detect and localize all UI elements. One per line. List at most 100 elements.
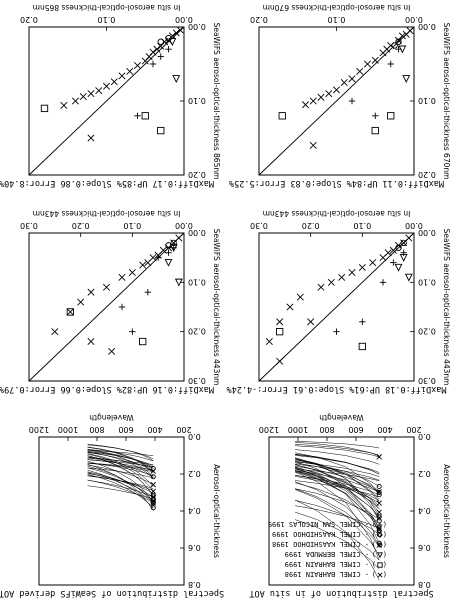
circle-marker — [395, 244, 402, 251]
x-tick-label: 0.00 — [175, 221, 193, 230]
spectrum-line — [87, 459, 154, 472]
x-marker — [286, 303, 294, 311]
y-tick-label: 0.8 — [418, 580, 431, 589]
x-tick-label: 200 — [176, 425, 191, 434]
x-marker — [348, 268, 356, 276]
x-axis-title: In situ aerosol-optical-thickness 443nm — [33, 209, 181, 218]
spectrum-line — [87, 463, 154, 473]
one-to-one-line — [258, 232, 415, 382]
y-tick-label: 0.10 — [188, 96, 206, 105]
x-marker — [95, 87, 103, 95]
spectrum-line — [295, 457, 380, 522]
panel-title: MaxDiff:0.17 UP:85% Slope:0.86 Error:8.4… — [0, 178, 214, 188]
circle-marker — [157, 38, 164, 45]
x-tick-label: 400 — [147, 425, 162, 434]
x-marker — [356, 67, 364, 75]
scatter-panel: 0.00 0.10 0.20 0.30 0.00 0.10 0.20 0.30 In situ … — [0, 209, 221, 394]
circle-marker — [165, 242, 172, 249]
y-axis-title: SeaWiFS aerosol-optical-thickness 443nm — [442, 229, 451, 386]
y-tick-label: 0.30 — [418, 376, 436, 385]
spectrum-line — [295, 459, 380, 494]
x-marker — [376, 454, 382, 460]
circle-marker — [150, 499, 156, 505]
spectrum-line — [87, 460, 154, 503]
spectrum-line — [87, 449, 154, 462]
square-marker — [141, 112, 149, 120]
spectrum-line — [295, 458, 380, 500]
spectrum-line — [295, 488, 380, 520]
square-marker — [278, 112, 286, 120]
spectrum-line — [87, 467, 154, 479]
x-tick-label: 0.30 — [250, 221, 268, 230]
x-marker — [87, 90, 95, 98]
x-tick-label: 400 — [377, 425, 392, 434]
x-axis-title: In situ aerosol-optical-thickness 443nm — [263, 209, 411, 218]
spectra-panel: 200 400 600 800 1000 1200 0.0 0.2 0.4 0.6 0.8 Wavel… — [249, 413, 451, 598]
panel-title: Spectral distribution of SeaWiFS derived… — [0, 588, 224, 598]
x-marker — [118, 273, 126, 281]
x-marker — [141, 57, 149, 65]
x-tick-label: 0.20 — [72, 221, 90, 230]
legend-marker-close: ) — [372, 520, 376, 528]
x-axis-title: Wavelength — [89, 413, 134, 422]
x-marker — [317, 93, 325, 101]
spectrum-line — [295, 467, 380, 544]
spectrum-line — [295, 488, 380, 547]
x-marker — [358, 264, 366, 272]
spectrum-line — [295, 455, 380, 473]
y-tick-label: 0.10 — [188, 277, 206, 286]
x-marker — [402, 30, 410, 38]
spectrum-line — [87, 475, 154, 491]
one-to-one-line — [28, 232, 185, 382]
x-marker — [376, 515, 382, 521]
panel-title: MaxDiff:0.11 UP:84% Slope:0.83 Error:5.2… — [229, 178, 444, 188]
circle-marker — [376, 518, 382, 524]
circle-marker — [170, 239, 177, 247]
triangle-marker — [398, 45, 407, 54]
circle-marker — [165, 34, 172, 42]
y-tick-label: 0.8 — [188, 580, 201, 589]
spectrum-line — [87, 449, 154, 477]
x-axis-title: In situ aerosol-optical-thickness 865nm — [33, 3, 181, 12]
x-marker — [144, 259, 152, 267]
x-marker — [172, 29, 180, 37]
y-axis-title: Aerosol-optical-thickness — [212, 464, 221, 558]
square-marker — [40, 104, 49, 113]
y-tick-label: 0.0 — [188, 432, 201, 441]
spectrum-line — [87, 463, 154, 511]
spectrum-line — [87, 451, 154, 479]
y-tick-label: 0.2 — [418, 469, 431, 478]
legend-label: - CIMEL KAASHIDHOO 1998 — [272, 540, 369, 548]
one-to-one-line — [28, 26, 185, 176]
y-tick-label: 0.20 — [188, 327, 206, 336]
x-marker — [110, 78, 118, 86]
spectrum-line — [87, 444, 154, 460]
y-tick-label: 0.00 — [418, 22, 436, 31]
spectrum-line — [295, 449, 380, 465]
y-tick-label: 0.6 — [188, 543, 201, 552]
x-tick-label: 0.30 — [20, 221, 38, 230]
legend-label: - CIMEL BERMUDA 1999 — [285, 550, 369, 558]
x-marker — [153, 45, 161, 53]
x-marker — [317, 283, 325, 291]
x-marker — [176, 26, 184, 34]
y-tick-label: 0.4 — [188, 506, 201, 515]
spectrum-line — [295, 482, 380, 524]
panels-layer: 0.00 0.10 0.20 0.00 0.10 0.20 In situ aerosol-… — [0, 3, 451, 598]
triangle-marker — [172, 75, 181, 84]
spectrum-line — [295, 476, 380, 504]
square-marker — [139, 337, 147, 346]
square-marker — [276, 328, 284, 336]
panel-title: MaxDiff:0.18 UP:61% Slope:0.61 Error:-4.… — [226, 384, 446, 394]
x-marker — [79, 93, 87, 101]
x-marker — [379, 49, 387, 57]
x-marker — [60, 101, 68, 109]
circle-marker — [376, 483, 382, 489]
x-marker — [71, 97, 80, 105]
triangle-marker — [169, 244, 178, 253]
x-marker — [332, 86, 341, 94]
x-marker — [340, 78, 348, 87]
x-marker — [150, 481, 156, 488]
spectrum-line — [87, 462, 154, 471]
spectrum-line — [87, 469, 154, 509]
